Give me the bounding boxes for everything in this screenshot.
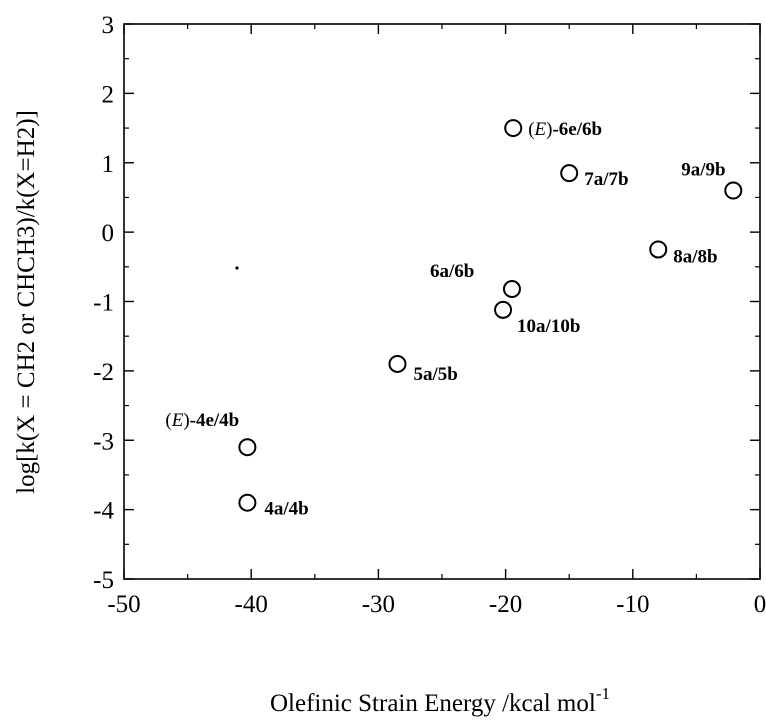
y-tick-label: -2 xyxy=(93,359,114,386)
x-tick-labels: -50 -40 -30 -20 -10 0 xyxy=(107,591,766,618)
data-point xyxy=(502,280,521,299)
y-tick-labels: -5 -4 -3 -2 -1 0 1 2 3 xyxy=(93,12,114,594)
y-tick-label: -4 xyxy=(93,498,114,525)
y-tick-label: 2 xyxy=(102,81,115,108)
point-label: (E)-4e/4b xyxy=(165,410,239,431)
stray-dot xyxy=(235,266,239,270)
x-tick-label: -40 xyxy=(235,591,268,618)
data-point xyxy=(649,240,668,259)
y-tick-label: 3 xyxy=(102,12,115,39)
point-label: 10a/10b xyxy=(517,316,580,337)
data-point xyxy=(238,438,257,457)
x-tick-label: 0 xyxy=(754,591,766,618)
point-labels: (E)-6e/6b 7a/7b 9a/9b 8a/8b 6a/6b 10a/10b 5a/5… xyxy=(165,119,725,520)
x-tick-label: -10 xyxy=(616,591,649,618)
y-tick-label: -5 xyxy=(93,567,114,594)
plot-frame xyxy=(123,23,761,580)
data-point xyxy=(238,493,257,512)
data-point xyxy=(494,300,513,319)
x-tick-label: -20 xyxy=(489,591,522,618)
data-point xyxy=(560,164,579,183)
point-label: 8a/8b xyxy=(673,246,717,267)
point-label: (E)-6e/6b xyxy=(528,119,602,140)
y-axis-title: log[k(X = CH2 or CHCH3)/k(X=H2)] xyxy=(13,110,40,494)
data-point xyxy=(388,354,407,373)
point-label: 6a/6b xyxy=(430,261,474,282)
point-label: 9a/9b xyxy=(681,160,725,181)
point-label: 5a/5b xyxy=(413,364,457,385)
point-label: 4a/4b xyxy=(264,499,308,520)
data-point xyxy=(504,119,523,138)
y-tick-label: -1 xyxy=(93,290,114,317)
x-tick-label: -50 xyxy=(107,591,140,618)
x-axis-title: Olefinic Strain Energy /kcal mol-1 xyxy=(270,684,610,717)
y-tick-label: 1 xyxy=(102,151,115,178)
y-tick-label: -3 xyxy=(93,428,114,455)
y-tick-label: 0 xyxy=(102,220,115,247)
data-points xyxy=(238,119,743,512)
data-point xyxy=(724,181,743,200)
point-label: 7a/7b xyxy=(584,169,628,190)
axis-ticks xyxy=(123,23,761,580)
x-tick-label: -30 xyxy=(362,591,395,618)
